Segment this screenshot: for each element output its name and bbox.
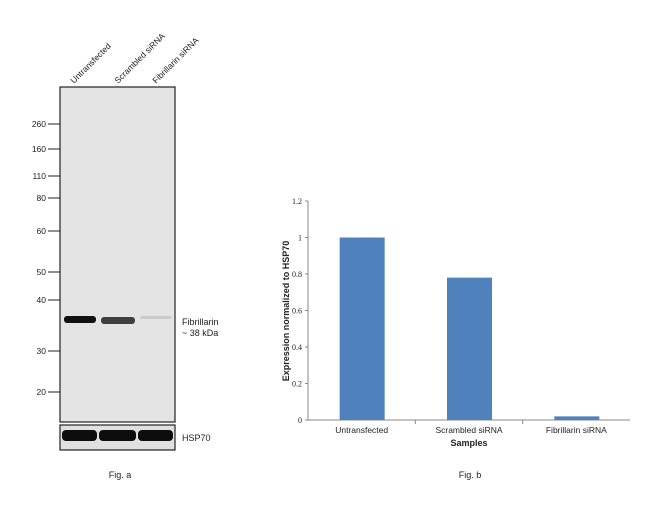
marker-label: 50 <box>37 267 47 277</box>
y-tick-label: 0.6 <box>292 307 302 316</box>
x-tick-label: Fibrillarin siRNA <box>546 425 607 435</box>
fibrillarin-band <box>64 316 96 323</box>
marker-label: 30 <box>37 346 47 356</box>
bar <box>339 237 385 420</box>
caption-b: Fig. b <box>459 470 482 480</box>
y-axis-label: Expression normalized to HSP70 <box>281 241 291 382</box>
bar <box>554 416 600 420</box>
western-blot: Untransfected Scrambled siRNAFibrillarin … <box>32 31 219 480</box>
caption-a: Fig. a <box>109 470 132 480</box>
y-tick-label: 1 <box>298 234 302 243</box>
bar-chart: Fig. b Samples Expression normalized to … <box>281 197 630 480</box>
y-tick-label: 0.2 <box>292 380 302 389</box>
marker-label: 40 <box>37 295 47 305</box>
marker-label: 160 <box>32 144 46 154</box>
marker-label: 260 <box>32 119 46 129</box>
x-tick-label: Untransfected <box>335 425 388 435</box>
band-size: ~ 38 kDa <box>182 328 218 338</box>
lane-label: Untransfected <box>68 41 113 86</box>
y-tick-label: 0.4 <box>292 343 302 352</box>
bar <box>447 277 492 420</box>
hsp70-band <box>99 430 136 441</box>
fibrillarin-band <box>101 317 135 324</box>
x-axis-label: Samples <box>450 438 487 448</box>
y-tick-label: 1.2 <box>292 197 302 206</box>
blot-membrane <box>59 86 176 423</box>
marker-label: 20 <box>37 387 47 397</box>
loading-control-label: HSP70 <box>182 433 211 443</box>
marker-label: 80 <box>37 193 47 203</box>
fibrillarin-band <box>140 316 172 319</box>
hsp70-band <box>62 430 97 441</box>
y-tick-label: 0.8 <box>292 270 302 279</box>
marker-label: 60 <box>37 226 47 236</box>
marker-label: 110 <box>32 171 46 181</box>
x-tick-label: Scrambled siRNA <box>435 425 502 435</box>
y-tick-label: 0 <box>298 416 302 425</box>
band-label: Fibrillarin <box>182 317 219 327</box>
hsp70-band <box>138 430 173 441</box>
